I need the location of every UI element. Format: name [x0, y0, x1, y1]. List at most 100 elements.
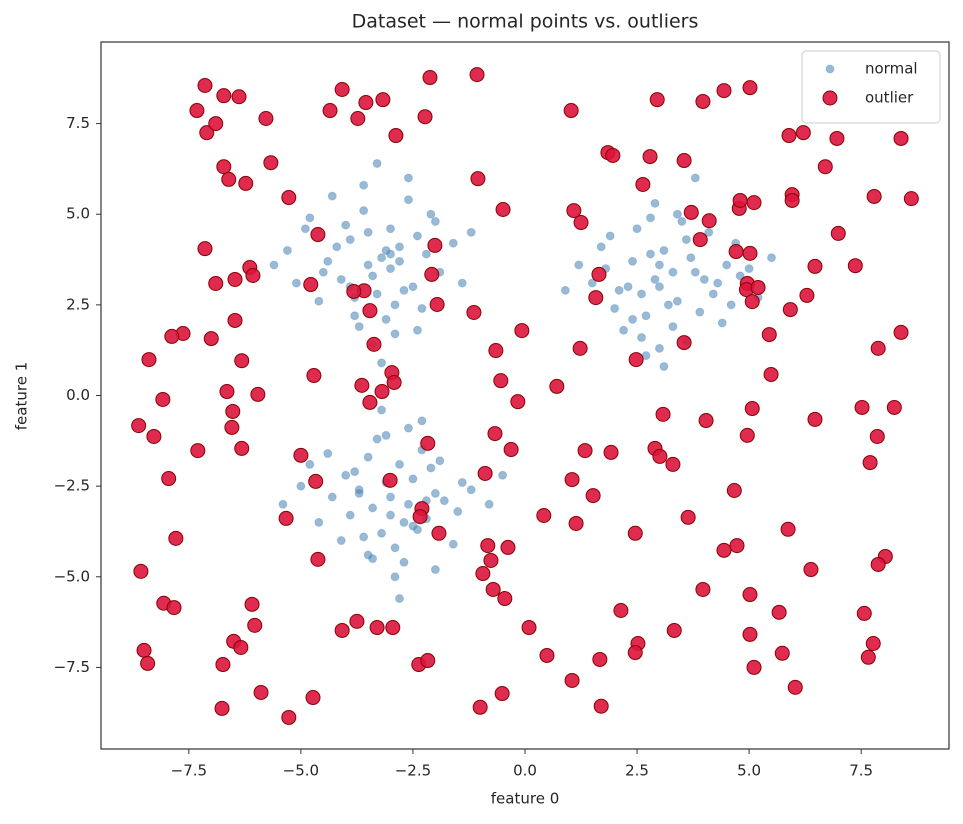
normal-point — [381, 430, 391, 440]
normal-point — [323, 256, 333, 266]
outlier-point — [536, 508, 552, 524]
x-tick-label: −2.5 — [395, 762, 431, 780]
outlier-point — [563, 103, 579, 119]
outlier-point — [683, 204, 699, 220]
outlier-point — [893, 130, 909, 146]
normal-point — [668, 322, 678, 332]
normal-point — [403, 499, 413, 509]
outlier-point — [503, 442, 519, 458]
outlier-point — [566, 203, 582, 219]
outlier-point — [903, 191, 919, 207]
normal-point — [336, 536, 346, 546]
normal-point — [650, 198, 660, 208]
normal-point — [403, 195, 413, 205]
outlier-point — [189, 103, 205, 119]
outlier-point — [234, 440, 250, 456]
normal-point — [345, 235, 355, 245]
normal-point — [560, 285, 570, 295]
normal-point — [426, 209, 436, 219]
outlier-point — [780, 521, 796, 537]
normal-point — [448, 238, 458, 248]
normal-point — [466, 227, 476, 237]
normal-point — [386, 249, 396, 259]
outlier-point — [417, 109, 433, 125]
normal-point — [677, 216, 687, 226]
outlier-point — [234, 353, 250, 369]
normal-point — [368, 503, 378, 513]
normal-point — [377, 405, 387, 415]
y-tick-label: 7.5 — [66, 114, 90, 132]
normal-point — [767, 253, 777, 263]
outlier-point — [350, 111, 366, 127]
outlier-point — [728, 244, 744, 260]
outlier-point — [238, 175, 254, 191]
outlier-point — [346, 283, 362, 299]
y-tick-label: 2.5 — [66, 295, 90, 313]
y-tick-label: −7.5 — [54, 658, 90, 676]
outlier-point — [141, 352, 157, 368]
normal-point — [318, 267, 328, 277]
outlier-point — [362, 303, 378, 319]
outlier-point — [334, 81, 350, 97]
normal-point — [690, 267, 700, 277]
normal-point — [395, 256, 405, 266]
outlier-point — [221, 171, 237, 187]
outlier-point — [374, 384, 390, 400]
normal-point — [659, 245, 669, 255]
normal-point — [354, 322, 364, 332]
outlier-point — [354, 377, 370, 393]
normal-point — [377, 253, 387, 263]
normal-point — [628, 256, 638, 266]
normal-point — [435, 456, 445, 466]
outlier-point — [732, 192, 748, 208]
normal-point — [681, 235, 691, 245]
normal-point — [327, 191, 337, 201]
outlier-point — [628, 352, 644, 368]
x-tick-label: 0.0 — [513, 762, 537, 780]
outlier-point — [358, 95, 374, 111]
normal-point — [390, 300, 400, 310]
normal-point — [399, 517, 409, 527]
normal-point — [637, 289, 647, 299]
outlier-point — [603, 444, 619, 460]
outlier-point — [245, 267, 261, 283]
outlier-point — [161, 471, 177, 487]
normal-point — [390, 329, 400, 339]
outlier-point — [215, 657, 231, 673]
normal-point — [421, 249, 431, 259]
outlier-point — [893, 324, 909, 340]
normal-point — [637, 332, 647, 342]
outlier-point — [424, 266, 440, 282]
outlier-point — [613, 603, 629, 619]
outlier-point — [199, 125, 215, 141]
normal-point — [708, 289, 718, 299]
outlier-point — [856, 605, 872, 621]
outlier-point — [334, 622, 350, 638]
normal-point — [372, 434, 382, 444]
legend-label: outlier — [865, 89, 914, 107]
y-tick-label: 0.0 — [66, 386, 90, 404]
outlier-point — [258, 111, 274, 127]
outlier-point — [166, 600, 182, 616]
outlier-point — [469, 67, 485, 83]
normal-point — [717, 318, 727, 328]
normal-point — [457, 278, 467, 288]
outlier-point — [308, 473, 324, 489]
outlier-point — [716, 83, 732, 99]
outlier-point — [214, 700, 230, 716]
normal-point — [403, 423, 413, 433]
normal-point — [372, 158, 382, 168]
outlier-point — [369, 620, 385, 636]
normal-point — [672, 296, 682, 306]
normal-point — [359, 532, 369, 542]
normal-point — [663, 300, 673, 310]
normal-point — [498, 470, 508, 480]
outlier-point — [493, 373, 509, 389]
normal-point — [574, 260, 584, 270]
outlier-point — [573, 215, 589, 231]
normal-point — [686, 253, 696, 263]
outlier-point — [854, 399, 870, 415]
outlier-point — [698, 413, 714, 429]
outlier-point — [739, 427, 755, 443]
outlier-point — [817, 159, 833, 175]
